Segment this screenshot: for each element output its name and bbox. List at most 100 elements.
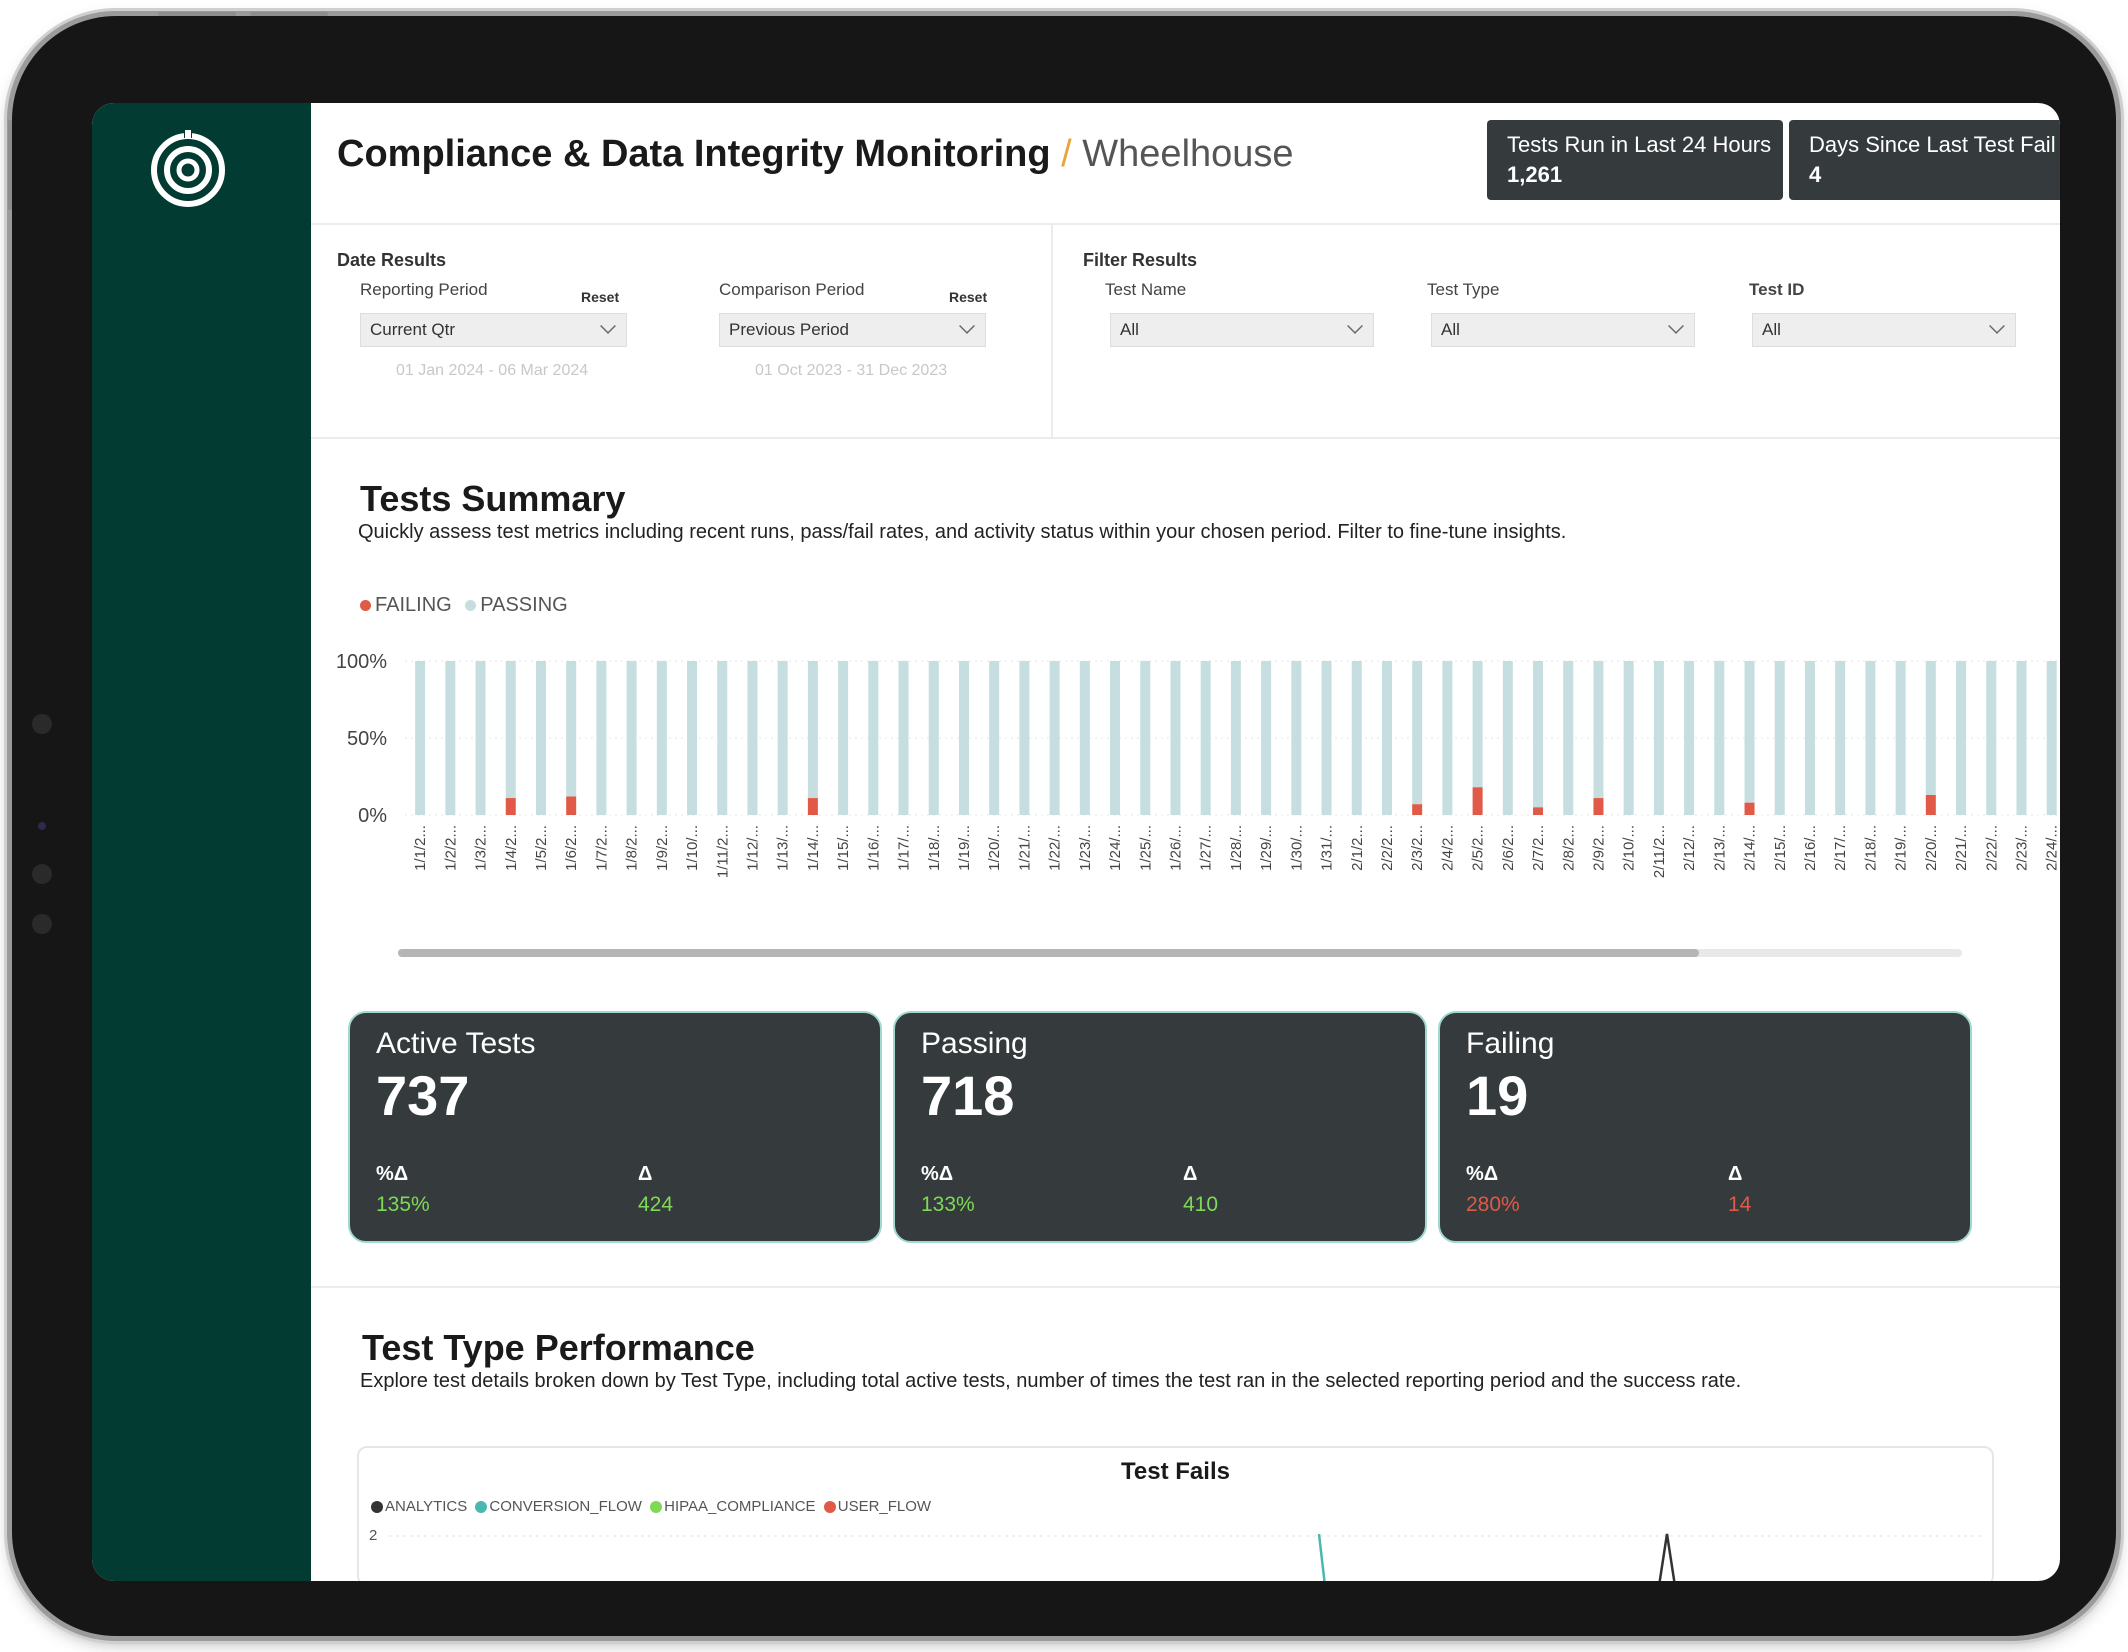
passing-bar[interactable] — [1230, 661, 1241, 815]
passing-bar[interactable] — [1744, 661, 1755, 803]
passing-bar[interactable] — [626, 661, 637, 815]
failing-bar[interactable] — [1412, 804, 1423, 815]
passing-bar[interactable] — [1079, 661, 1090, 815]
passing-bar[interactable] — [1774, 661, 1785, 815]
x-tick-label: 1/12/... — [744, 825, 761, 871]
passing-bar[interactable] — [687, 661, 698, 815]
passing-bar[interactable] — [777, 661, 788, 815]
pass-fail-bar-chart[interactable]: 100% 50% 0% 1/1/2... 1/2/2... 1/3/2... 1/4/2..… — [331, 623, 2060, 1003]
test-type-label: Test Type — [1427, 280, 1500, 299]
passing-bar[interactable] — [928, 661, 939, 815]
comparison-period-reset-button[interactable]: Reset — [949, 289, 988, 305]
conversion-flow-line — [1317, 1533, 1326, 1581]
passing-bar[interactable] — [1684, 661, 1695, 815]
passing-bar[interactable] — [1986, 661, 1997, 815]
test-name-dropdown[interactable]: All — [1110, 313, 1374, 347]
card-pct-value: 133% — [921, 1193, 975, 1216]
passing-bar[interactable] — [1291, 661, 1302, 815]
failing-bar[interactable] — [1472, 787, 1483, 815]
passing-bar[interactable] — [1049, 661, 1060, 815]
passing-bar[interactable] — [1381, 661, 1392, 815]
passing-bar[interactable] — [1019, 661, 1030, 815]
page-title: Compliance & Data Integrity Monitoring /… — [337, 133, 1294, 176]
x-tick-label: 2/20/... — [1923, 825, 1940, 871]
x-tick-label: 2/19/... — [1893, 825, 1910, 871]
x-tick-label: 1/3/2... — [473, 825, 490, 871]
passing-bar[interactable] — [747, 661, 758, 815]
passing-bar[interactable] — [717, 661, 728, 815]
passing-bar[interactable] — [838, 661, 849, 815]
passing-bar[interactable] — [1653, 661, 1664, 815]
passing-bar[interactable] — [535, 661, 546, 815]
passing-bar[interactable] — [596, 661, 607, 815]
passing-bar[interactable] — [475, 661, 486, 815]
x-tick-label: 1/16/... — [865, 825, 882, 871]
user-flow-legend-dot — [823, 1501, 836, 1514]
x-tick-label: 2/7/2... — [1530, 825, 1547, 871]
passing-bar[interactable] — [989, 661, 1000, 815]
x-tick-label: 2/8/2... — [1560, 825, 1577, 871]
failing-bar[interactable] — [505, 798, 516, 815]
chart-scrollbar-thumb[interactable] — [398, 949, 1699, 957]
reporting-period-reset-button[interactable]: Reset — [581, 289, 620, 305]
failing-bar[interactable] — [1744, 802, 1755, 815]
analytics-legend-dot — [371, 1501, 383, 1514]
card-delta-value: 410 — [1183, 1193, 1219, 1216]
passing-bar[interactable] — [445, 661, 456, 815]
passing-bar[interactable] — [1170, 661, 1181, 815]
test-fails-title: Test Fails — [1121, 1458, 1230, 1485]
tests-summary-title: Tests Summary — [360, 478, 626, 519]
passing-bar[interactable] — [1835, 661, 1846, 815]
chart-scrollbar[interactable] — [398, 949, 1962, 957]
passing-bar[interactable] — [566, 661, 577, 797]
passing-bar[interactable] — [1140, 661, 1151, 815]
passing-bar[interactable] — [1593, 661, 1604, 799]
passing-bar[interactable] — [1563, 661, 1574, 815]
failing-bar[interactable] — [1593, 798, 1604, 815]
passing-bar[interactable] — [505, 661, 516, 799]
passing-bar[interactable] — [1442, 661, 1453, 815]
passing-bar[interactable] — [958, 661, 969, 815]
date-results-title: Date Results — [337, 250, 447, 270]
passing-bar[interactable] — [1895, 661, 1906, 815]
passing-bar[interactable] — [2046, 661, 2057, 815]
passing-bar[interactable] — [1623, 661, 1634, 815]
passing-bar[interactable] — [415, 661, 426, 815]
failing-bar[interactable] — [1925, 794, 1936, 815]
passing-bar[interactable] — [1502, 661, 1513, 815]
passing-bar[interactable] — [656, 661, 667, 815]
passing-bar[interactable] — [807, 661, 818, 799]
passing-bar[interactable] — [1865, 661, 1876, 815]
passing-bar[interactable] — [1956, 661, 1967, 815]
passing-bar[interactable] — [1321, 661, 1332, 815]
chevron-down-icon — [959, 318, 975, 334]
test-type-dropdown[interactable]: All — [1431, 313, 1695, 347]
failing-bar[interactable] — [566, 796, 577, 815]
workspace-name: Wheelhouse — [1082, 133, 1294, 175]
passing-bar[interactable] — [2016, 661, 2027, 815]
x-tick-label: 2/21/... — [1953, 825, 1970, 871]
failing-bar[interactable] — [807, 798, 818, 815]
passing-bar[interactable] — [1200, 661, 1211, 815]
passing-bar[interactable] — [1110, 661, 1121, 815]
passing-bar[interactable] — [1714, 661, 1725, 815]
test-id-dropdown[interactable]: All — [1752, 313, 2016, 347]
passing-bar[interactable] — [1533, 661, 1544, 808]
x-tick-label: 2/9/2... — [1590, 825, 1607, 871]
x-tick-label: 1/8/2... — [624, 825, 641, 871]
failing-bar[interactable] — [1533, 807, 1544, 815]
test-fails-chart[interactable]: Test Fails ANALYTICS CONVERSION_FLOW HIP… — [357, 1446, 1994, 1581]
passing-legend-label: PASSING — [480, 594, 568, 616]
comparison-period-dropdown[interactable]: Previous Period — [719, 313, 986, 347]
passing-bar[interactable] — [1804, 661, 1815, 815]
reporting-period-dropdown[interactable]: Current Qtr — [360, 313, 627, 347]
x-tick-label: 1/23/... — [1077, 825, 1094, 871]
passing-bar[interactable] — [868, 661, 879, 815]
passing-bar[interactable] — [1925, 661, 1936, 795]
passing-bar[interactable] — [898, 661, 909, 815]
target-logo-icon[interactable] — [148, 128, 228, 208]
passing-bar[interactable] — [1351, 661, 1362, 815]
passing-bar[interactable] — [1472, 661, 1483, 788]
passing-bar[interactable] — [1412, 661, 1423, 805]
passing-bar[interactable] — [1261, 661, 1272, 815]
